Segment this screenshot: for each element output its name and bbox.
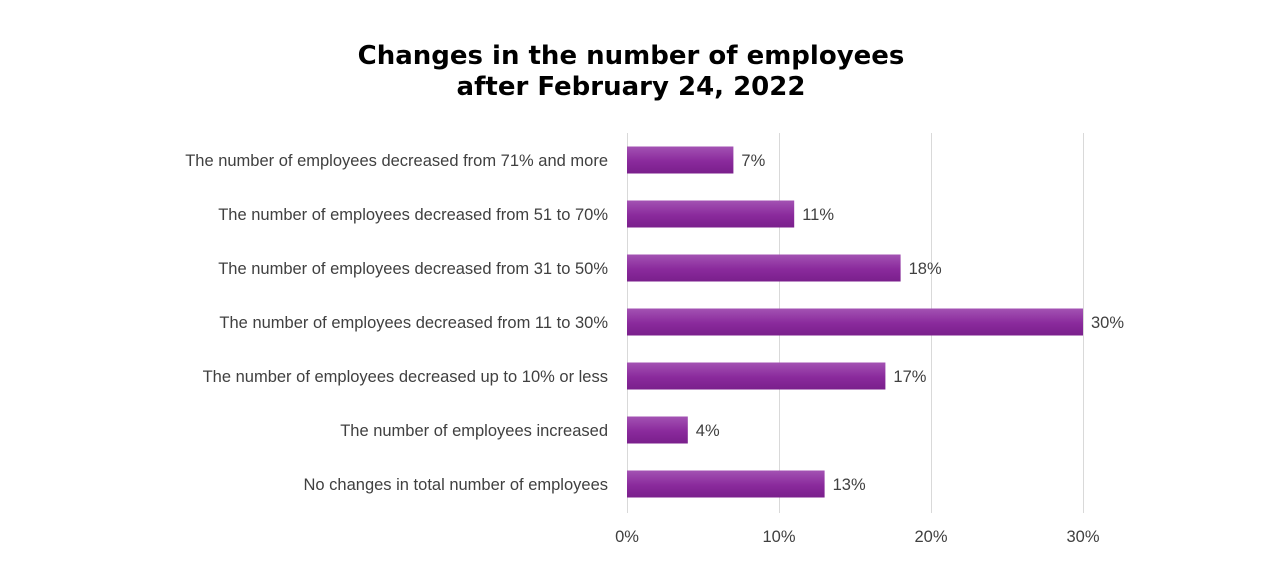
bar bbox=[627, 362, 886, 390]
category-labels: The number of employees decreased from 7… bbox=[185, 152, 608, 494]
x-tick-label: 20% bbox=[914, 528, 947, 546]
value-label: 30% bbox=[1091, 314, 1124, 332]
chart-title-line-1: Changes in the number of employees bbox=[358, 41, 905, 71]
bar bbox=[627, 146, 734, 174]
bar bbox=[627, 470, 825, 498]
bar bbox=[627, 308, 1083, 336]
value-labels: 7% 11% 18% 30% 17% 4% 13% bbox=[696, 152, 1125, 494]
category-label: The number of employees decreased from 5… bbox=[218, 206, 608, 224]
value-label: 4% bbox=[696, 422, 720, 440]
value-label: 17% bbox=[893, 368, 926, 386]
category-label: No changes in total number of employees bbox=[303, 476, 608, 494]
category-label: The number of employees decreased up to … bbox=[203, 368, 608, 386]
category-label: The number of employees decreased from 7… bbox=[185, 152, 608, 170]
bar bbox=[627, 416, 688, 444]
bars bbox=[627, 146, 1083, 498]
value-label: 11% bbox=[802, 206, 834, 224]
value-label: 18% bbox=[909, 260, 942, 278]
category-label: The number of employees increased bbox=[340, 422, 608, 440]
value-label: 7% bbox=[741, 152, 765, 170]
x-tick-label: 0% bbox=[615, 528, 639, 546]
x-tick-label: 30% bbox=[1066, 528, 1099, 546]
x-tick-label: 10% bbox=[762, 528, 795, 546]
category-label: The number of employees decreased from 3… bbox=[218, 260, 608, 278]
chart-title-line-2: after February 24, 2022 bbox=[457, 72, 806, 102]
bar bbox=[627, 254, 901, 282]
value-label: 13% bbox=[833, 476, 866, 494]
bar bbox=[627, 200, 795, 228]
x-axis-ticks: 0% 10% 20% 30% bbox=[615, 528, 1100, 546]
category-label: The number of employees decreased from 1… bbox=[219, 314, 608, 332]
